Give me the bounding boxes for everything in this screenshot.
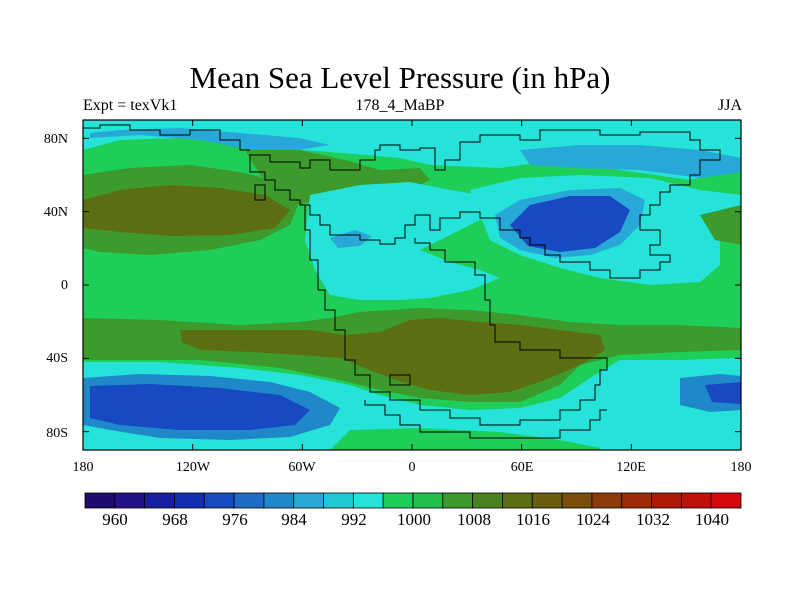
colorbar-label: 992 <box>341 510 367 529</box>
coastlines <box>83 124 721 439</box>
field-antarctic-rim <box>330 428 600 450</box>
x-tick-label-120w: 120W <box>175 460 211 475</box>
colorbar-label: 1040 <box>695 510 729 529</box>
x-tick-label-0: 0 <box>408 460 416 475</box>
y-tick-label-80n: 80N <box>43 132 68 147</box>
colorbar-label: 1000 <box>397 510 431 529</box>
colorbar-swatch <box>472 492 503 509</box>
coastline-island-1 <box>254 184 266 201</box>
field-siberia-low <box>520 145 741 178</box>
axis-ticks <box>82 120 742 450</box>
colorbar-swatch <box>174 492 205 509</box>
colorbar-label: 984 <box>281 510 307 529</box>
colorbar-swatch <box>412 492 444 509</box>
colorbar-swatch <box>621 492 652 509</box>
y-tick-label-0: 0 <box>61 278 68 293</box>
colorbar-swatch <box>352 492 384 509</box>
colorbar-swatch <box>680 492 712 509</box>
colorbar-swatch <box>651 492 682 509</box>
period-label: 178_4_MaBP <box>355 97 445 114</box>
colorbar-swatch <box>442 492 474 509</box>
coastline-gondwana <box>300 204 608 426</box>
x-tick-label-60w: 60W <box>288 460 316 475</box>
field-npacific-high-core <box>83 185 290 236</box>
colorbar-swatch <box>561 492 593 509</box>
x-tick-label-60e: 60E <box>510 460 534 475</box>
x-tick-label-180w: 180 <box>72 460 94 475</box>
field-south-indian-low-core <box>705 382 741 404</box>
coastline-laurasia <box>249 129 721 279</box>
colorbar-swatch <box>323 492 354 509</box>
season-label: JJA <box>717 97 742 114</box>
colorbar-swatch <box>203 492 235 509</box>
field-s-subtropical-core <box>180 318 605 395</box>
colorbar-label: 960 <box>102 510 128 529</box>
y-tick-label-40n: 40N <box>43 205 68 220</box>
colorbar-label: 1008 <box>457 510 491 529</box>
field-tropical-light <box>305 182 500 300</box>
field-tropical-pocket <box>330 230 372 248</box>
y-tick-label-40s: 40S <box>46 351 68 366</box>
field-arctic-low-core <box>90 128 330 150</box>
colorbar-swatch <box>382 492 414 509</box>
colorbar-swatch <box>531 492 563 509</box>
field-south-pacific-low-core <box>90 384 310 430</box>
coastline-laurasia-north <box>83 124 250 151</box>
x-tick-label-180e: 180 <box>730 460 752 475</box>
colorbar-swatch <box>84 492 116 509</box>
colorbar-swatch <box>502 492 533 509</box>
colorbar-label: 1024 <box>576 510 610 529</box>
coastline-island-2 <box>389 374 411 386</box>
colorbar-swatch <box>263 492 295 509</box>
colorbar-label: 976 <box>222 510 248 529</box>
map-title: Mean Sea Level Pressure (in hPa) <box>189 60 611 95</box>
colorbar-label: 1016 <box>516 510 550 529</box>
colorbar-swatch <box>144 492 175 509</box>
x-tick-label-120e: 120E <box>616 460 646 475</box>
field-epacific-high <box>700 205 741 245</box>
colorbar-label: 1032 <box>636 510 670 529</box>
colorbar <box>84 492 742 509</box>
colorbar-swatch <box>114 492 146 509</box>
experiment-label: Expt = texVk1 <box>83 97 178 114</box>
y-tick-label-80s: 80S <box>46 426 68 441</box>
colorbar-swatch <box>591 492 623 509</box>
colorbar-swatch <box>293 492 324 509</box>
colorbar-swatch <box>233 492 265 509</box>
coastline-antarctica <box>364 400 607 439</box>
colorbar-swatch <box>710 492 742 509</box>
colorbar-label: 968 <box>162 510 188 529</box>
field-asia-low-core <box>510 196 630 252</box>
